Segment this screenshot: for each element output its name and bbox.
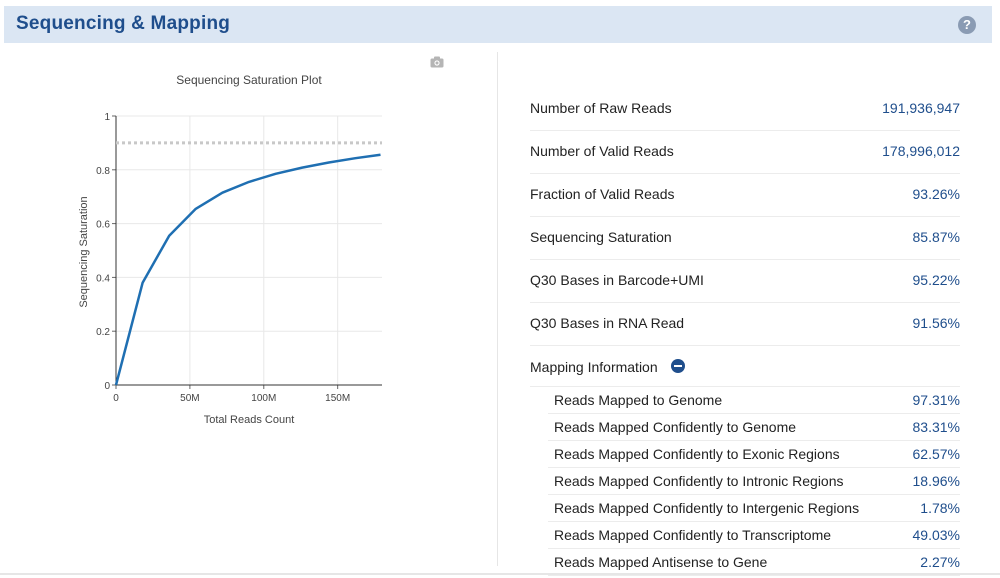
mapping-label: Reads Mapped Confidently to Exonic Regio… — [554, 446, 840, 462]
mapping-row: Reads Mapped Confidently to Transcriptom… — [548, 522, 960, 549]
mapping-row: Reads Mapped Confidently to Intronic Reg… — [548, 468, 960, 495]
mapping-row: Reads Mapped to Genome 97.31% — [548, 387, 960, 414]
mapping-label: Reads Mapped Confidently to Intronic Reg… — [554, 473, 844, 489]
metric-row: Number of Raw Reads 191,936,947 — [530, 88, 960, 131]
x-axis-label: Total Reads Count — [204, 414, 295, 426]
mapping-label: Reads Mapped Confidently to Genome — [554, 419, 797, 435]
metric-row: Number of Valid Reads 178,996,012 — [530, 131, 960, 174]
metric-label: Number of Raw Reads — [530, 100, 672, 116]
help-icon[interactable]: ? — [958, 16, 976, 34]
mapping-value: 18.96% — [912, 473, 960, 489]
metric-row: Fraction of Valid Reads 93.26% — [530, 174, 960, 217]
y-tick-label: 0.6 — [96, 220, 110, 231]
mapping-row: Reads Mapped Confidently to Exonic Regio… — [548, 441, 960, 468]
mapping-header: Mapping Information — [530, 346, 960, 387]
metric-row: Sequencing Saturation 85.87% — [530, 217, 960, 260]
x-tick-label: 50M — [180, 393, 199, 404]
metric-value: 178,996,012 — [882, 143, 960, 159]
mapping-label: Reads Mapped to Genome — [554, 392, 723, 408]
mapping-value: 97.31% — [912, 392, 960, 408]
mapping-label: Reads Mapped Antisense to Gene — [554, 554, 768, 570]
mapping-row: Reads Mapped Confidently to Genome 83.31… — [548, 414, 960, 441]
metric-label: Q30 Bases in RNA Read — [530, 315, 685, 331]
y-tick-label: 1 — [104, 112, 110, 123]
metric-row: Q30 Bases in RNA Read 91.56% — [530, 303, 960, 346]
mapping-label: Reads Mapped Confidently to Transcriptom… — [554, 527, 832, 543]
mapping-label: Reads Mapped Confidently to Intergenic R… — [554, 500, 860, 516]
metric-label: Q30 Bases in Barcode+UMI — [530, 272, 704, 288]
metric-label: Sequencing Saturation — [530, 229, 672, 245]
mapping-value: 62.57% — [912, 446, 960, 462]
column-divider — [497, 52, 498, 566]
section-title: Sequencing & Mapping — [16, 13, 231, 34]
metric-label: Number of Valid Reads — [530, 143, 674, 159]
x-tick-label: 150M — [325, 393, 350, 404]
y-tick-label: 0.8 — [96, 166, 110, 177]
y-tick-label: 0.2 — [96, 327, 110, 338]
metric-label: Fraction of Valid Reads — [530, 186, 675, 202]
mapping-title: Mapping Information — [530, 359, 658, 375]
mapping-row: Reads Mapped Confidently to Intergenic R… — [548, 495, 960, 522]
section-header: Sequencing & Mapping ? — [4, 6, 992, 43]
metric-value: 85.87% — [912, 229, 960, 245]
metrics-table: Number of Raw Reads 191,936,947 Number o… — [530, 88, 960, 576]
metric-value: 93.26% — [912, 186, 960, 202]
y-tick-label: 0.4 — [96, 273, 110, 284]
bottom-divider — [0, 573, 1000, 575]
metric-row: Q30 Bases in Barcode+UMI 95.22% — [530, 260, 960, 303]
collapse-icon[interactable] — [671, 359, 685, 373]
y-tick-label: 0 — [104, 381, 110, 392]
chart-title: Sequencing Saturation Plot — [176, 73, 322, 87]
metric-value: 91.56% — [912, 315, 960, 331]
metric-value: 95.22% — [912, 272, 960, 288]
saturation-line — [114, 153, 381, 386]
mapping-row: Reads Mapped Antisense to Gene 2.27% — [548, 549, 960, 576]
mapping-value: 1.78% — [920, 500, 960, 516]
x-tick-label: 100M — [251, 393, 276, 404]
metric-value: 191,936,947 — [882, 100, 960, 116]
mapping-value: 83.31% — [912, 419, 960, 435]
saturation-chart: 0 0.2 0.4 0.6 0.8 1 0 50M 100M 150M Sequencing Sa… — [78, 73, 382, 426]
camera-icon[interactable] — [430, 56, 444, 68]
mapping-value: 49.03% — [912, 527, 960, 543]
x-tick-label: 0 — [113, 393, 119, 404]
mapping-value: 2.27% — [920, 554, 960, 570]
y-axis-label: Sequencing Saturation — [78, 196, 90, 307]
